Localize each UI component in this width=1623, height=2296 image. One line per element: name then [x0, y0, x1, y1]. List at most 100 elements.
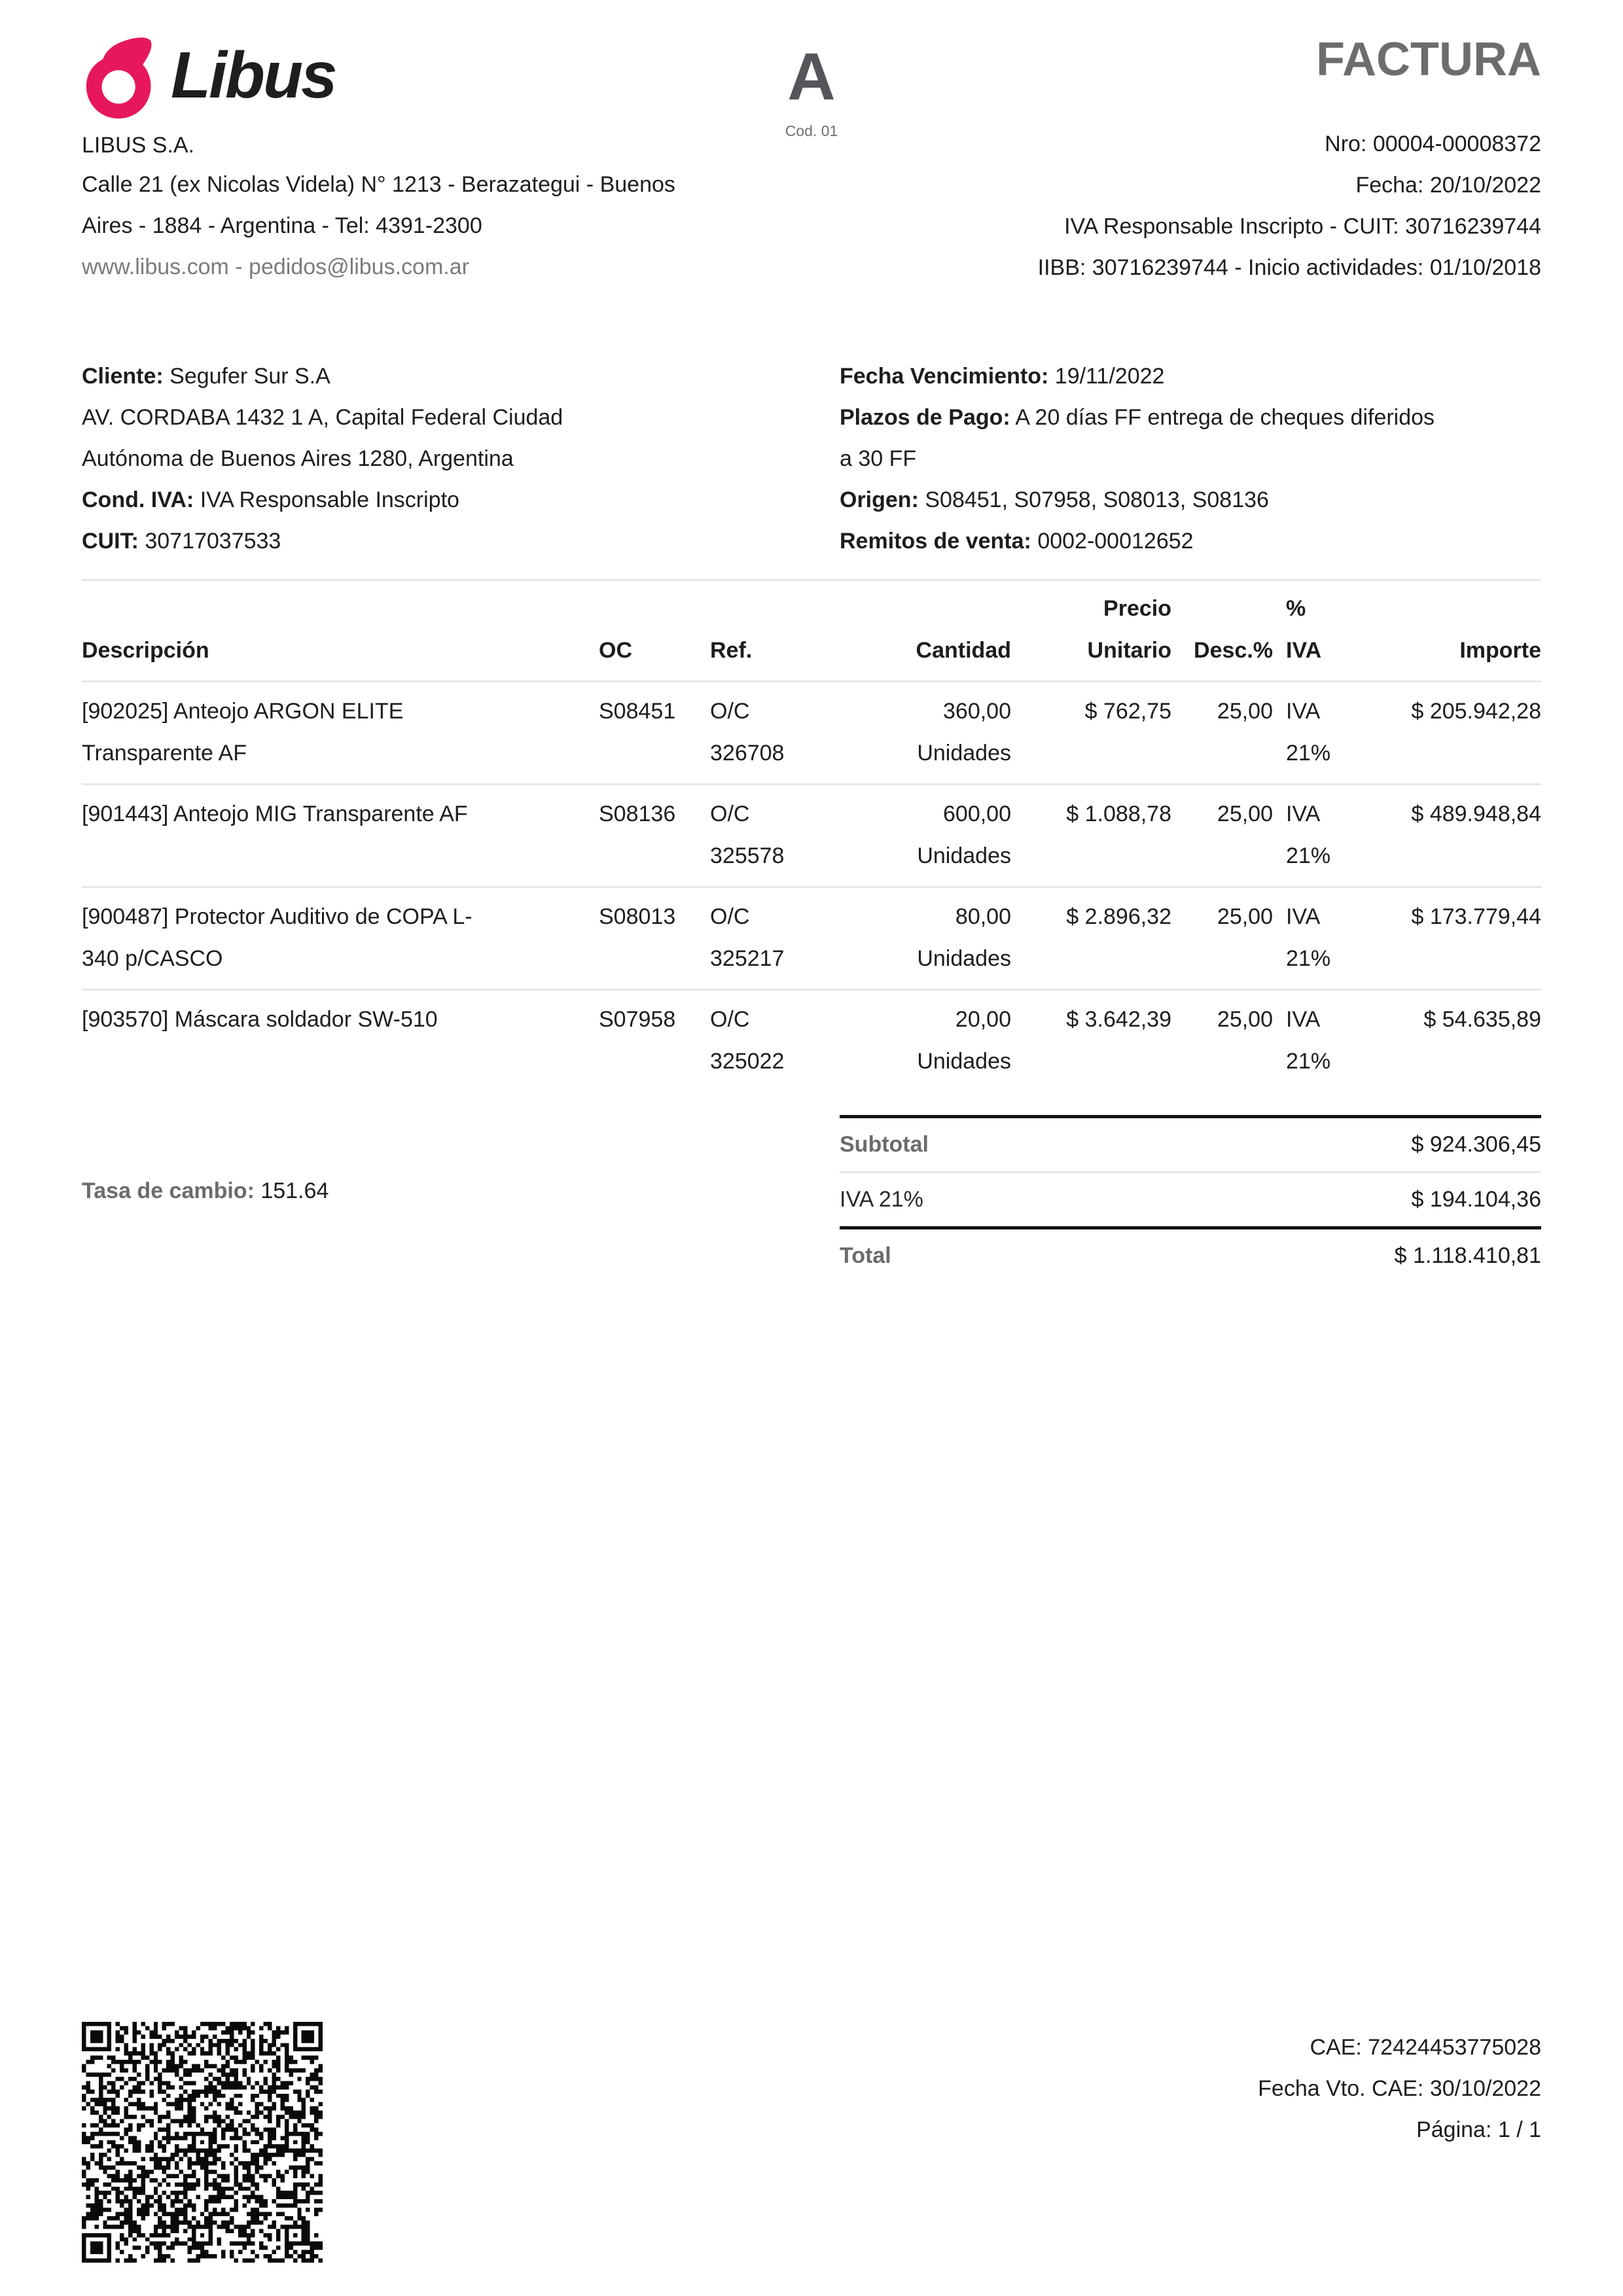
item-ref: O/C [710, 904, 750, 929]
client-cuit-line: CUIT: 30717037533 [82, 521, 840, 562]
client-cuit-label: CUIT: [82, 529, 139, 554]
invoice-letter: A [787, 39, 836, 114]
item-discount: 25,00 [1217, 699, 1273, 724]
payment-terms-line1: Plazos de Pago: A 20 días FF entrega de … [840, 397, 1541, 438]
table-row: [902025] Anteojo ARGON ELITE Transparente… [82, 682, 1541, 785]
invoice-meta: FACTURA Nro: 00004-00008372 Fecha: 20/10… [808, 36, 1541, 289]
invoice-number: Nro: 00004-00008372 [1325, 132, 1541, 156]
invoice-iva-cuit: IVA Responsable Inscripto - CUIT: 307162… [1064, 214, 1541, 239]
item-description: [900487] Protector Auditivo de COPA L- [82, 904, 473, 929]
item-qty: 600,00 [943, 802, 1011, 826]
col-header-descripcion: Descripción [82, 638, 209, 663]
col-header-iva: % IVA [1286, 596, 1322, 663]
col-header-cantidad: Cantidad [916, 638, 1011, 663]
items-table: Descripción OC Ref. Cantidad Precio Unita… [82, 579, 1541, 1091]
subtotal-row: Subtotal $ 924.306,45 [840, 1118, 1541, 1173]
due-date-value: 19/11/2022 [1054, 364, 1165, 389]
item-amount: $ 54.635,89 [1423, 1007, 1541, 1032]
item-iva: IVA [1286, 699, 1321, 724]
col-header-desc-pct: Desc.% [1194, 638, 1273, 663]
item-unit-price: $ 3.642,39 [1066, 1007, 1171, 1032]
item-amount: $ 205.942,28 [1411, 699, 1541, 724]
item-unit-price: $ 1.088,78 [1066, 802, 1171, 826]
logo-wordmark: Libus [171, 39, 338, 112]
iva-row: IVA 21% $ 194.104,36 [840, 1173, 1541, 1229]
item-iva: IVA [1286, 904, 1321, 929]
item-unit-price: $ 2.896,32 [1066, 904, 1171, 929]
exchange-rate-value: 151.64 [260, 1178, 329, 1203]
totals-table: Subtotal $ 924.306,45 IVA 21% $ 194.104,… [840, 1115, 1541, 1282]
item-qty: 80,00 [955, 904, 1011, 929]
table-row: [901443] Anteojo MIG Transparente AF S08… [82, 785, 1541, 887]
payment-terms-line2: a 30 FF [840, 446, 917, 471]
iva-value: $ 194.104,36 [1411, 1187, 1541, 1212]
item-oc: S07958 [599, 1007, 676, 1032]
item-ref: O/C [710, 802, 750, 826]
invoice-letter-box: A Cod. 01 [713, 32, 910, 140]
total-row: Total $ 1.118.410,81 [840, 1229, 1541, 1282]
delivery-notes-value: 0002-00012652 [1037, 529, 1194, 554]
col-header-precio-unitario: Precio Unitario [1087, 596, 1171, 663]
item-iva: IVA [1286, 1007, 1321, 1032]
total-label: Total [840, 1243, 891, 1268]
invoice-iibb: IIBB: 30716239744 - Inicio actividades: … [1037, 255, 1541, 280]
invoice-letter-code: Cod. 01 [785, 122, 838, 139]
item-iva: IVA [1286, 802, 1321, 826]
client-cuit-value: 30717037533 [145, 529, 281, 554]
client-label: Cliente: [82, 364, 164, 389]
iva-label: IVA 21% [840, 1187, 923, 1212]
cae-block: CAE: 72424453775028 Fecha Vto. CAE: 30/1… [1258, 2022, 1541, 2151]
delivery-notes-line: Remitos de venta: 0002-00012652 [840, 521, 1541, 562]
item-description: [903570] Máscara soldador SW-510 [82, 1007, 438, 1032]
origin-line: Origen: S08451, S07958, S08013, S08136 [840, 480, 1541, 521]
subtotal-value: $ 924.306,45 [1411, 1132, 1541, 1157]
item-amount: $ 489.948,84 [1411, 802, 1541, 826]
footer: CAE: 72424453775028 Fecha Vto. CAE: 30/1… [82, 2022, 1541, 2263]
due-date-label: Fecha Vencimiento: [840, 364, 1049, 389]
col-header-ref: Ref. [710, 638, 753, 663]
item-oc: S08451 [599, 699, 676, 724]
client-name: Segufer Sur S.A [169, 364, 330, 389]
company-block: Libus LIBUS S.A. Calle 21 (ex Nicolas Vi… [82, 36, 808, 288]
client-address-line2: Autónoma de Buenos Aires 1280, Argentina [82, 446, 514, 471]
item-discount: 25,00 [1217, 802, 1273, 826]
qr-code [82, 2022, 323, 2263]
client-iva-value: IVA Responsable Inscripto [200, 487, 459, 512]
origin-label: Origen: [840, 487, 919, 512]
item-oc: S08136 [599, 802, 676, 826]
exchange-rate-label: Tasa de cambio: [82, 1178, 255, 1203]
item-ref: O/C [710, 699, 750, 724]
due-date-line: Fecha Vencimiento: 19/11/2022 [840, 356, 1541, 397]
client-address-line1: AV. CORDABA 1432 1 A, Capital Federal Ci… [82, 405, 563, 430]
company-address-line1: Calle 21 (ex Nicolas Videla) N° 1213 - B… [82, 172, 675, 197]
client-block: Cliente: Segufer Sur S.A AV. CORDABA 143… [82, 356, 840, 562]
client-iva-label: Cond. IVA: [82, 487, 194, 512]
libus-logo-icon [86, 37, 152, 119]
col-header-importe: Importe [1459, 638, 1541, 663]
item-unit-price: $ 762,75 [1084, 699, 1171, 724]
company-address-line2: Aires - 1884 - Argentina - Tel: 4391-230… [82, 213, 482, 238]
table-row: [903570] Máscara soldador SW-510 S07958 … [82, 990, 1541, 1092]
parties-section: Cliente: Segufer Sur S.A AV. CORDABA 143… [82, 356, 1541, 562]
client-iva-line: Cond. IVA: IVA Responsable Inscripto [82, 480, 840, 521]
item-discount: 25,00 [1217, 1007, 1273, 1032]
item-description: [902025] Anteojo ARGON ELITE [82, 699, 404, 724]
subtotal-label: Subtotal [840, 1132, 929, 1157]
invoice-title: FACTURA [1316, 33, 1541, 86]
invoice-date: Fecha: 20/10/2022 [1355, 173, 1541, 198]
exchange-rate: Tasa de cambio: 151.64 [82, 1115, 329, 1282]
item-description: [901443] Anteojo MIG Transparente AF [82, 802, 468, 826]
company-web-link[interactable]: www.libus.com - pedidos@libus.com.ar [82, 255, 469, 279]
item-qty: 20,00 [955, 1007, 1011, 1032]
item-amount: $ 173.779,44 [1411, 904, 1541, 929]
page-number: Página: 1 / 1 [1416, 2117, 1541, 2142]
company-name: LIBUS S.A. [82, 133, 194, 158]
cae-number: CAE: 72424453775028 [1310, 2035, 1541, 2060]
payment-terms-label: Plazos de Pago: [840, 405, 1010, 430]
totals-section: Tasa de cambio: 151.64 Subtotal $ 924.30… [82, 1115, 1541, 1282]
payment-block: Fecha Vencimiento: 19/11/2022 Plazos de … [840, 356, 1541, 562]
header: Libus LIBUS S.A. Calle 21 (ex Nicolas Vi… [82, 36, 1541, 289]
origin-value: S08451, S07958, S08013, S08136 [925, 487, 1269, 512]
payment-terms-value: A 20 días FF entrega de cheques diferido… [1015, 405, 1435, 430]
